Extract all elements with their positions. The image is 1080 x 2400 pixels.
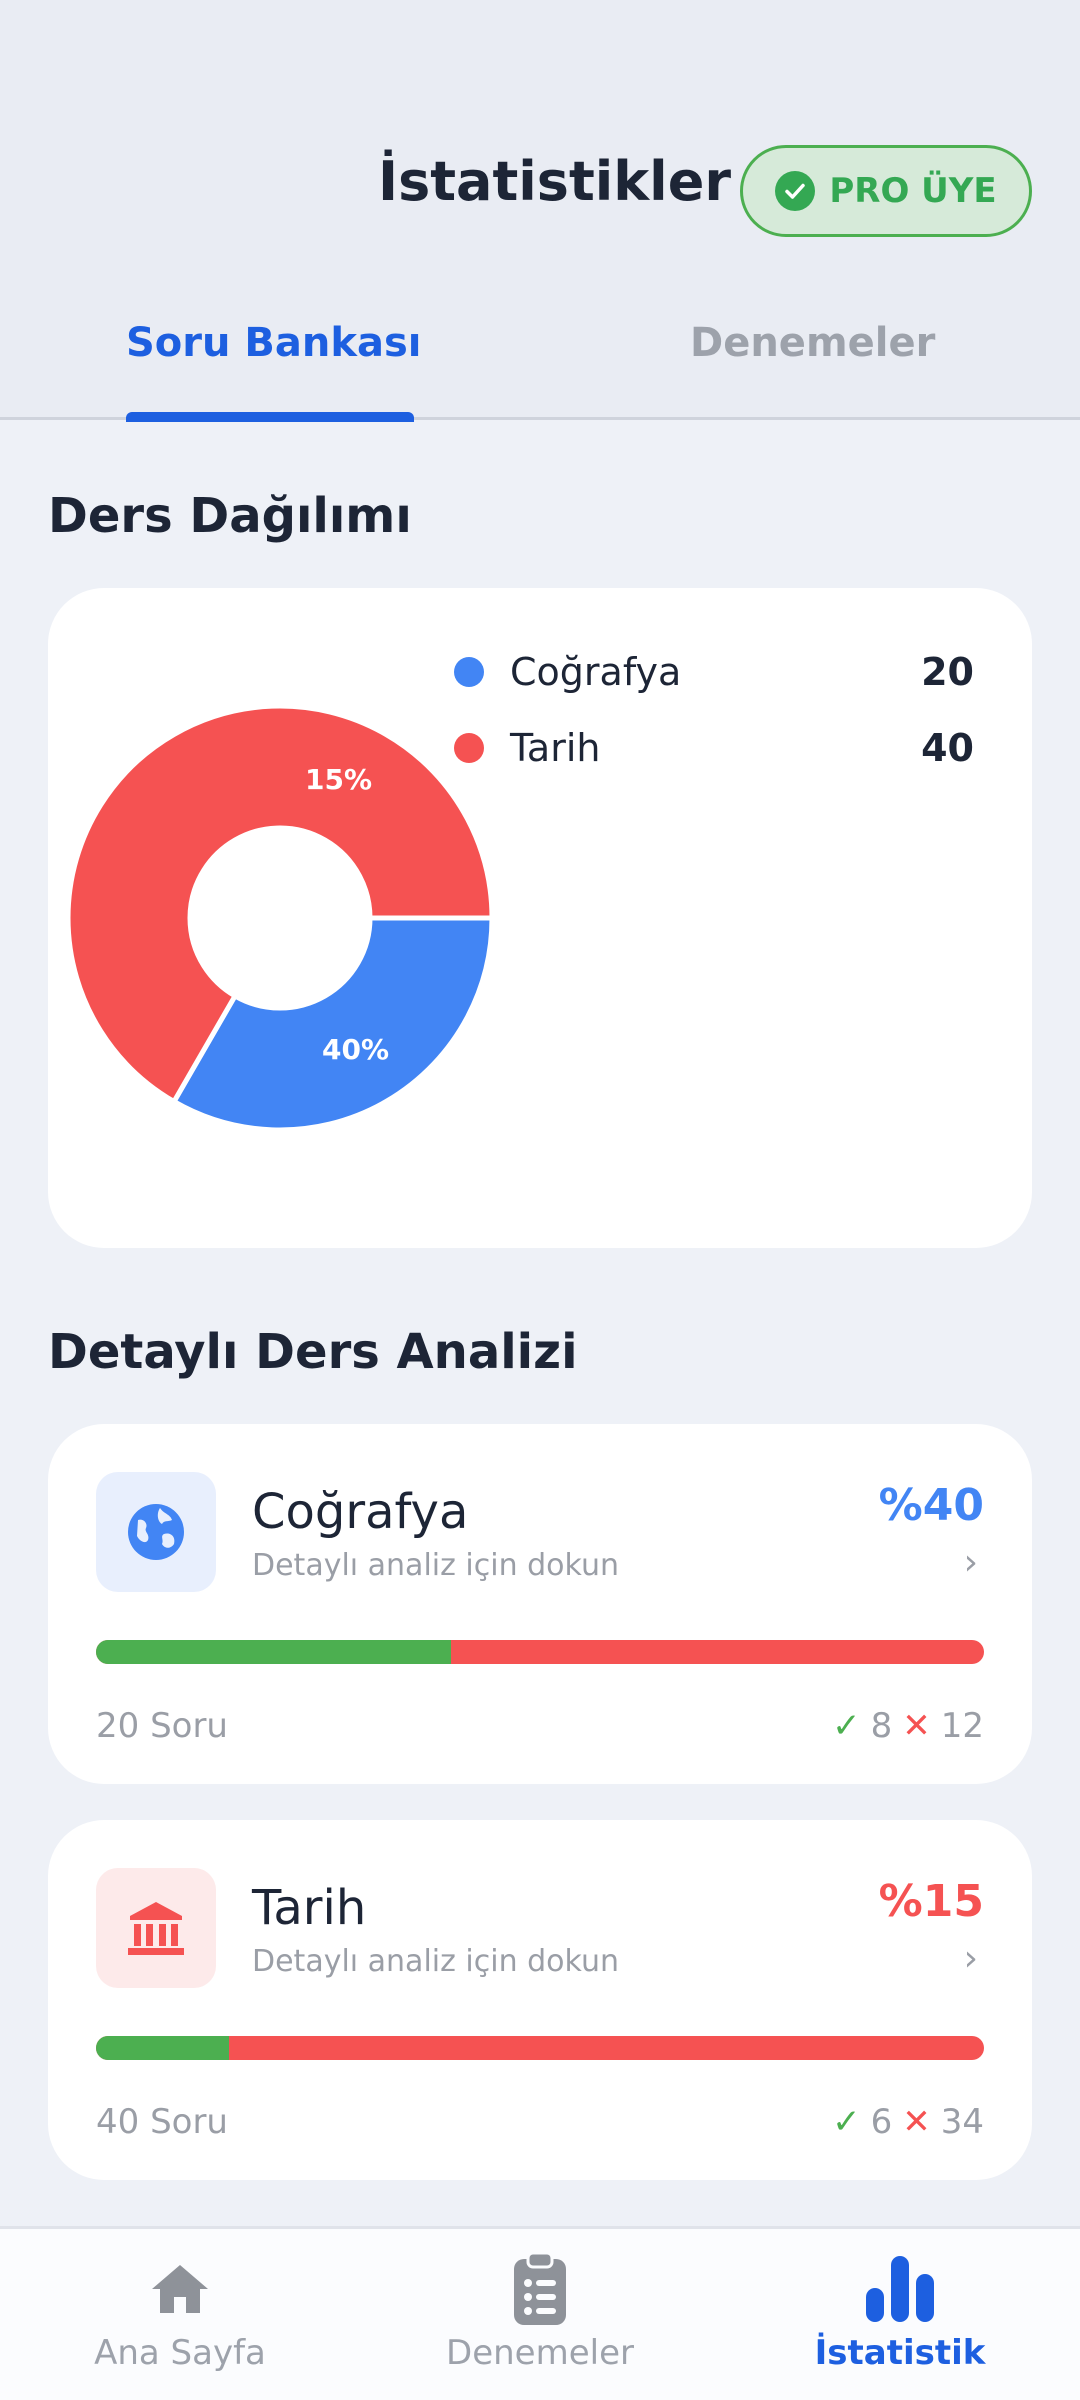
donut-slice-cografya[interactable] xyxy=(170,915,495,1133)
active-tab-indicator xyxy=(126,412,414,422)
tab-denemeler[interactable]: Denemeler xyxy=(690,320,936,366)
subject-subtitle: Detaylı analiz için dokun xyxy=(252,1944,619,1979)
progress-bar-correct-fill xyxy=(96,1640,452,1664)
subject-stats: ✓ 6 ✕ 34 xyxy=(832,2102,984,2142)
legend-label: Tarih xyxy=(510,726,601,770)
subject-percent: %40 xyxy=(878,1480,984,1531)
distribution-section-title: Ders Dağılımı xyxy=(48,488,412,544)
nav-label: Ana Sayfa xyxy=(94,2333,266,2373)
nav-label: Denemeler xyxy=(446,2333,634,2373)
subject-subtitle: Detaylı analiz için dokun xyxy=(252,1548,619,1583)
analysis-section-title: Detaylı Ders Analizi xyxy=(48,1324,578,1380)
page-title: İstatistikler xyxy=(378,150,731,213)
legend-label: Coğrafya xyxy=(510,650,682,694)
nav-item-ana-sayfa[interactable]: Ana Sayfa xyxy=(30,2249,330,2373)
donut-slice-label: 15% xyxy=(305,763,372,796)
wrong-count: 34 xyxy=(940,2102,984,2142)
donut-slice-label: 40% xyxy=(322,1033,389,1066)
subject-name: Coğrafya xyxy=(252,1484,469,1540)
legend-value: 20 xyxy=(921,650,974,694)
wrong-count: 12 xyxy=(940,1706,984,1746)
check-circle-icon xyxy=(775,171,816,211)
distribution-chart-card: 40% 15% Coğrafya 20 Tarih 40 xyxy=(48,588,1032,1248)
check-icon: ✓ xyxy=(832,2102,861,2142)
progress-bar xyxy=(96,1640,984,1664)
progress-bar-correct-fill xyxy=(96,2036,230,2060)
tab-bar: Soru Bankası Denemeler xyxy=(0,300,1080,422)
nav-item-denemeler[interactable]: Denemeler xyxy=(390,2249,690,2373)
legend-dot-cografya xyxy=(454,657,484,687)
correct-count: 6 xyxy=(870,2102,893,2142)
globe-icon xyxy=(96,1472,216,1592)
bottom-navigation: Ana Sayfa Denemeler İstatistik xyxy=(0,2226,1080,2400)
legend-dot-tarih xyxy=(454,733,484,763)
correct-count: 8 xyxy=(870,1706,893,1746)
home-icon xyxy=(30,2249,330,2329)
subject-percent: %15 xyxy=(878,1876,984,1927)
subject-stats: ✓ 8 ✕ 12 xyxy=(832,1706,984,1746)
donut-slice-tarih[interactable] xyxy=(65,703,495,1106)
check-icon: ✓ xyxy=(832,1706,861,1746)
subject-card-cografya[interactable]: Coğrafya Detaylı analiz için dokun %40 ›… xyxy=(48,1424,1032,1784)
legend-item-cografya[interactable]: Coğrafya 20 xyxy=(454,642,974,702)
app-header: İstatistikler PRO ÜYE Soru Bankası Denem… xyxy=(0,0,1080,422)
chevron-right-icon: › xyxy=(963,1542,978,1583)
pro-member-badge[interactable]: PRO ÜYE xyxy=(740,145,1032,237)
subject-card-tarih[interactable]: Tarih Detaylı analiz için dokun %15 › 40… xyxy=(48,1820,1032,2180)
subject-name: Tarih xyxy=(252,1880,367,1936)
tab-soru-bankasi[interactable]: Soru Bankası xyxy=(126,320,422,366)
question-count: 40 Soru xyxy=(96,2102,228,2142)
bar-chart-icon xyxy=(750,2249,1050,2329)
museum-icon xyxy=(96,1868,216,1988)
cross-icon: ✕ xyxy=(902,1706,931,1746)
chevron-right-icon: › xyxy=(963,1938,978,1979)
clipboard-icon xyxy=(390,2249,690,2329)
legend-value: 40 xyxy=(921,726,974,770)
progress-bar xyxy=(96,2036,984,2060)
nav-label: İstatistik xyxy=(814,2333,986,2373)
pro-badge-label: PRO ÜYE xyxy=(829,171,997,211)
donut-chart: 40% 15% xyxy=(65,703,495,1133)
legend-item-tarih[interactable]: Tarih 40 xyxy=(454,718,974,778)
nav-item-istatistik[interactable]: İstatistik xyxy=(750,2249,1050,2373)
question-count: 20 Soru xyxy=(96,1706,228,1746)
cross-icon: ✕ xyxy=(902,2102,931,2142)
